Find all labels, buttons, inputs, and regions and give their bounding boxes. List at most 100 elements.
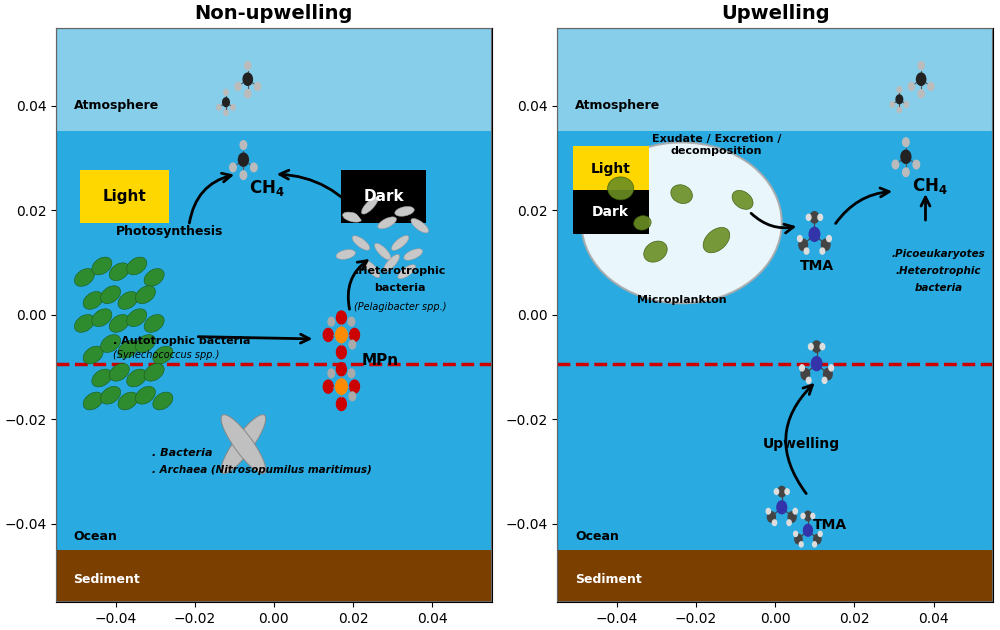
Circle shape (801, 513, 805, 518)
Circle shape (336, 346, 346, 359)
Circle shape (793, 508, 797, 514)
Circle shape (809, 343, 813, 350)
Ellipse shape (144, 268, 164, 287)
Text: .Picoeukaryotes: .Picoeukaryotes (892, 249, 985, 259)
Circle shape (774, 489, 779, 495)
Ellipse shape (92, 257, 112, 275)
Circle shape (890, 101, 895, 107)
Ellipse shape (644, 241, 667, 262)
Ellipse shape (383, 255, 400, 272)
Circle shape (928, 83, 934, 91)
Text: $\mathbf{CH_4}$: $\mathbf{CH_4}$ (912, 176, 948, 195)
Circle shape (824, 369, 832, 380)
Circle shape (913, 160, 920, 169)
Text: .Heterotrophic: .Heterotrophic (896, 266, 981, 276)
Text: Microplankton: Microplankton (637, 295, 726, 306)
Circle shape (328, 318, 335, 326)
Ellipse shape (118, 340, 138, 358)
Circle shape (772, 520, 777, 525)
Ellipse shape (144, 314, 164, 333)
Ellipse shape (118, 392, 138, 410)
Text: Light: Light (103, 189, 146, 204)
Circle shape (818, 531, 822, 536)
Ellipse shape (127, 369, 147, 387)
Ellipse shape (74, 268, 94, 287)
Ellipse shape (83, 346, 103, 364)
Circle shape (896, 95, 903, 104)
Text: TMA: TMA (813, 517, 847, 532)
Ellipse shape (83, 292, 103, 309)
Circle shape (818, 214, 823, 220)
Ellipse shape (411, 219, 429, 233)
Text: . Autotrophic bacteria: . Autotrophic bacteria (113, 336, 250, 346)
Text: Atmosphere: Atmosphere (575, 98, 660, 112)
Text: Upwelling: Upwelling (763, 437, 840, 451)
Ellipse shape (127, 309, 147, 326)
Circle shape (799, 239, 807, 251)
Circle shape (813, 542, 817, 547)
Text: TMA: TMA (800, 259, 834, 273)
Title: Upwelling: Upwelling (721, 4, 830, 23)
Ellipse shape (221, 415, 266, 474)
Text: Light: Light (591, 162, 631, 176)
Circle shape (230, 163, 236, 172)
Text: Dark: Dark (363, 189, 404, 204)
Text: bacteria: bacteria (374, 284, 426, 293)
Ellipse shape (109, 263, 129, 280)
Circle shape (336, 363, 346, 375)
Ellipse shape (101, 386, 121, 404)
Circle shape (820, 248, 825, 254)
Text: (Synechococcus spp.): (Synechococcus spp.) (113, 350, 219, 360)
Text: Photosynthesis: Photosynthesis (116, 225, 223, 238)
Ellipse shape (92, 369, 112, 387)
FancyBboxPatch shape (80, 170, 169, 223)
Circle shape (820, 343, 825, 350)
Text: Ocean: Ocean (74, 530, 117, 542)
Ellipse shape (404, 249, 423, 260)
Ellipse shape (101, 335, 121, 352)
Text: Exudate / Excretion /
decomposition: Exudate / Excretion / decomposition (652, 134, 781, 156)
Circle shape (803, 524, 812, 536)
Ellipse shape (101, 286, 121, 304)
Ellipse shape (74, 314, 94, 333)
Ellipse shape (343, 212, 362, 222)
Ellipse shape (135, 286, 155, 304)
Circle shape (829, 365, 834, 371)
Circle shape (349, 392, 356, 401)
Ellipse shape (703, 227, 730, 253)
Circle shape (766, 508, 770, 514)
Circle shape (243, 73, 252, 85)
Ellipse shape (336, 249, 355, 260)
Circle shape (908, 83, 914, 91)
Circle shape (804, 511, 812, 521)
Circle shape (804, 248, 809, 254)
Bar (56, 551, 492, 602)
Circle shape (798, 236, 802, 242)
Text: Atmosphere: Atmosphere (74, 98, 159, 112)
Ellipse shape (352, 236, 370, 250)
Text: .Heterotrophic: .Heterotrophic (354, 266, 446, 276)
Circle shape (349, 340, 356, 349)
Circle shape (231, 105, 235, 110)
Text: Sediment: Sediment (74, 573, 140, 586)
Circle shape (822, 377, 827, 384)
Circle shape (240, 140, 247, 149)
Circle shape (785, 489, 789, 495)
Circle shape (778, 486, 786, 497)
Circle shape (897, 87, 902, 93)
Circle shape (806, 377, 811, 384)
Ellipse shape (608, 177, 634, 200)
Circle shape (245, 62, 251, 69)
Text: bacteria: bacteria (914, 284, 963, 293)
Circle shape (235, 83, 241, 91)
Circle shape (323, 380, 333, 393)
Circle shape (897, 107, 902, 113)
Circle shape (810, 212, 819, 223)
Circle shape (787, 520, 791, 525)
Circle shape (904, 101, 909, 107)
Ellipse shape (375, 243, 391, 260)
Circle shape (809, 227, 820, 241)
Circle shape (801, 369, 810, 380)
Circle shape (918, 89, 924, 98)
Ellipse shape (395, 207, 414, 216)
